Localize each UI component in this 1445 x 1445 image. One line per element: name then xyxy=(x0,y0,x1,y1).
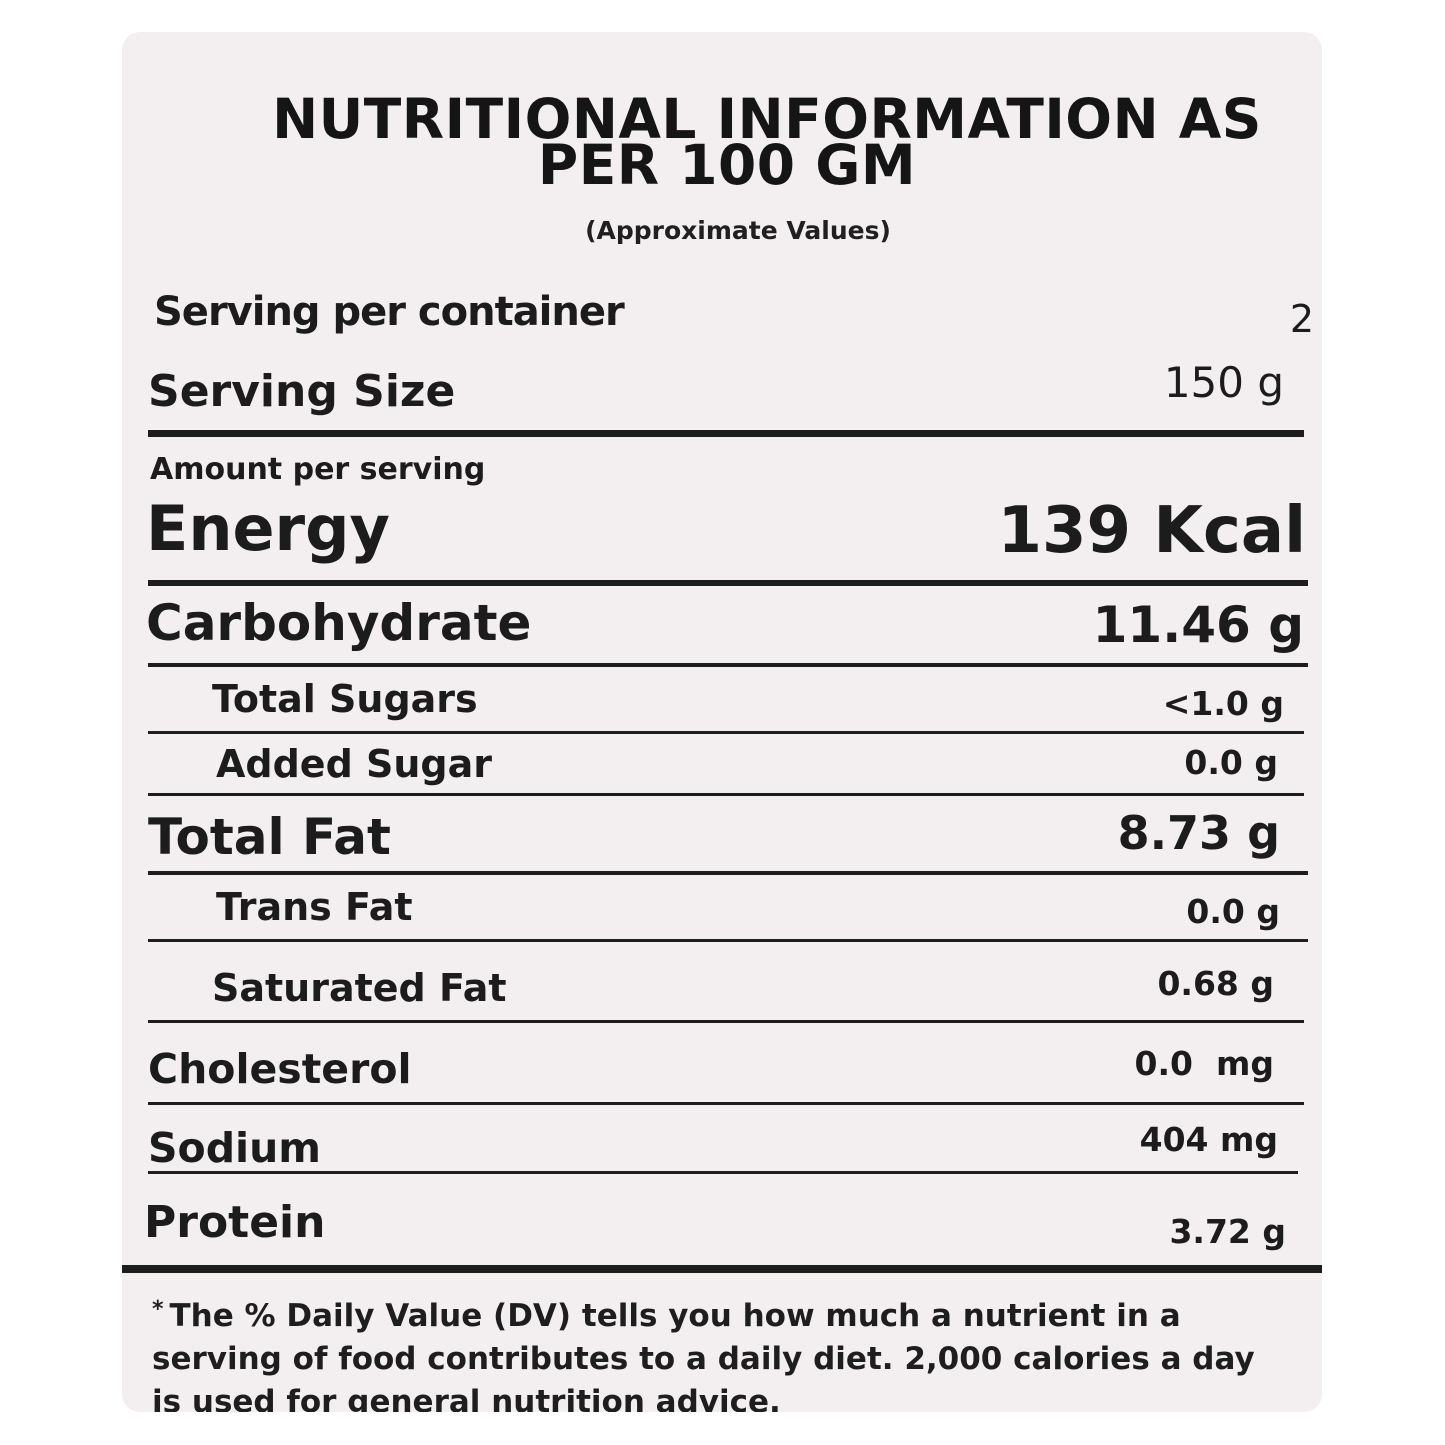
label-title-line1: NUTRITIONAL INFORMATION AS xyxy=(272,87,1262,151)
trans-fat-label: Trans Fat xyxy=(216,885,413,929)
amount-per-serving-label: Amount per serving xyxy=(150,452,486,487)
footnote: * The % Daily Value (DV) tells you how mu… xyxy=(152,1288,1272,1412)
carbohydrate-label: Carbohydrate xyxy=(146,594,532,652)
label-subtitle: (Approximate Values) xyxy=(585,216,891,245)
energy-divider xyxy=(148,580,1308,586)
total-sugars-value: <1.0 g xyxy=(1162,684,1284,723)
footer-divider xyxy=(122,1265,1322,1273)
added-sugar-divider xyxy=(148,793,1304,796)
serving-per-container-value: 2 xyxy=(1289,297,1314,341)
cholesterol-label: Cholesterol xyxy=(148,1045,412,1093)
serving-per-container-label: Serving per container xyxy=(154,289,625,335)
carbohydrate-value: 11.46 g xyxy=(1092,596,1304,654)
sodium-divider xyxy=(148,1171,1298,1174)
nutrition-label: NUTRITIONAL INFORMATION AS PER 100 GM (A… xyxy=(122,32,1322,1412)
footnote-text: The % Daily Value (DV) tells you how muc… xyxy=(152,1298,1255,1412)
energy-label: Energy xyxy=(146,492,390,565)
energy-value: 139 Kcal xyxy=(997,494,1306,568)
trans-fat-divider xyxy=(148,939,1308,942)
total-fat-divider xyxy=(148,871,1308,875)
protein-value: 3.72 g xyxy=(1169,1212,1286,1251)
cholesterol-value: 0.0 mg xyxy=(1134,1044,1274,1083)
serving-size-label: Serving Size xyxy=(148,366,456,417)
total-fat-label: Total Fat xyxy=(148,808,391,866)
label-title-line2: PER 100 GM xyxy=(537,133,917,197)
sodium-value: 404 mg xyxy=(1139,1120,1278,1159)
footnote-marker: * xyxy=(152,1297,164,1322)
total-sugars-divider xyxy=(148,731,1304,734)
protein-label: Protein xyxy=(144,1197,326,1248)
added-sugar-label: Added Sugar xyxy=(216,742,493,786)
added-sugar-value: 0.0 g xyxy=(1184,743,1278,782)
total-sugars-label: Total Sugars xyxy=(212,677,478,721)
saturated-fat-divider xyxy=(148,1020,1304,1023)
thick-divider xyxy=(148,430,1304,437)
serving-size-value: 150 g xyxy=(1163,358,1284,407)
trans-fat-value: 0.0 g xyxy=(1186,892,1280,931)
saturated-fat-label: Saturated Fat xyxy=(212,966,507,1010)
carbohydrate-divider xyxy=(148,663,1308,667)
total-fat-value: 8.73 g xyxy=(1117,806,1280,860)
sodium-label: Sodium xyxy=(148,1124,322,1172)
saturated-fat-value: 0.68 g xyxy=(1157,964,1274,1003)
cholesterol-divider xyxy=(148,1102,1304,1105)
